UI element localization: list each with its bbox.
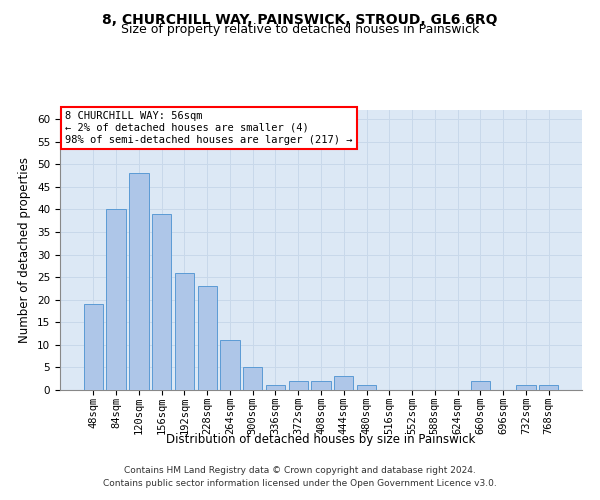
Bar (129, 173, 149, 390)
Bar (197, 286, 217, 390)
Text: Contains HM Land Registry data © Crown copyright and database right 2024.
Contai: Contains HM Land Registry data © Crown c… (103, 466, 497, 487)
Text: 8, CHURCHILL WAY, PAINSWICK, STROUD, GL6 6RQ: 8, CHURCHILL WAY, PAINSWICK, STROUD, GL6… (102, 12, 498, 26)
Bar (152, 214, 172, 390)
Bar (516, 386, 536, 390)
Bar (266, 386, 285, 390)
Y-axis label: Number of detached properties: Number of detached properties (19, 157, 31, 343)
Bar (539, 386, 558, 390)
Text: 8 CHURCHILL WAY: 56sqm
← 2% of detached houses are smaller (4)
98% of semi-detac: 8 CHURCHILL WAY: 56sqm ← 2% of detached … (65, 112, 353, 144)
Bar (243, 368, 262, 390)
Bar (84, 304, 103, 390)
Text: Size of property relative to detached houses in Painswick: Size of property relative to detached ho… (121, 22, 479, 36)
Bar (106, 210, 126, 390)
Bar (175, 272, 194, 390)
Bar (334, 376, 353, 390)
Bar (220, 340, 239, 390)
Bar (470, 381, 490, 390)
Text: Distribution of detached houses by size in Painswick: Distribution of detached houses by size … (166, 432, 476, 446)
Bar (311, 381, 331, 390)
Bar (289, 381, 308, 390)
Bar (357, 386, 376, 390)
